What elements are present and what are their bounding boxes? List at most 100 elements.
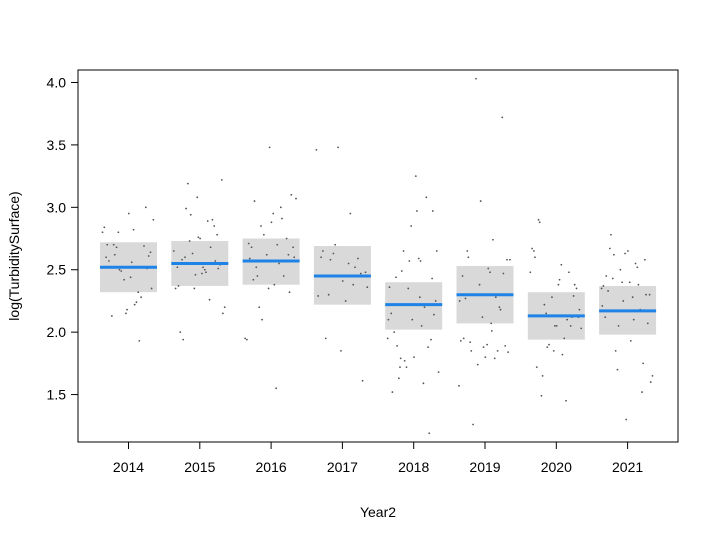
data-point xyxy=(459,339,462,342)
data-point xyxy=(223,306,226,309)
data-point xyxy=(489,271,491,274)
data-point xyxy=(270,221,273,224)
data-point xyxy=(199,237,202,240)
data-point xyxy=(281,217,283,220)
y-tick-label: 1.5 xyxy=(47,387,67,403)
data-point xyxy=(646,322,649,325)
data-point xyxy=(248,257,251,260)
data-point xyxy=(573,283,576,286)
data-point xyxy=(197,236,200,239)
data-point xyxy=(185,207,187,210)
data-point xyxy=(393,331,396,334)
data-point xyxy=(103,226,106,229)
data-point xyxy=(506,258,508,261)
data-point xyxy=(413,356,415,359)
data-point xyxy=(405,366,408,369)
data-point xyxy=(545,312,548,315)
data-point xyxy=(115,246,118,249)
data-point xyxy=(211,218,214,221)
data-point xyxy=(287,253,290,256)
data-point xyxy=(245,338,248,341)
data-point xyxy=(321,250,324,252)
data-point xyxy=(285,237,288,240)
data-point xyxy=(402,250,405,252)
data-point xyxy=(390,312,393,315)
data-point xyxy=(607,290,609,292)
data-point xyxy=(140,296,143,299)
data-point xyxy=(631,296,634,299)
data-point xyxy=(110,315,113,317)
data-point xyxy=(572,295,575,297)
data-point xyxy=(359,272,362,275)
data-point xyxy=(608,247,611,250)
data-point xyxy=(255,266,258,269)
data-point xyxy=(560,263,563,266)
data-point xyxy=(557,283,560,286)
data-point xyxy=(262,233,265,236)
data-point xyxy=(575,287,578,290)
x-tick-label: 2017 xyxy=(327,459,358,475)
data-point xyxy=(213,225,216,227)
data-point xyxy=(276,243,279,246)
data-point xyxy=(352,283,355,286)
data-point xyxy=(486,343,489,346)
data-point xyxy=(349,212,352,215)
data-point xyxy=(135,301,138,304)
data-point xyxy=(566,318,569,321)
data-point xyxy=(126,308,128,311)
data-point xyxy=(410,225,413,227)
data-point xyxy=(288,291,291,294)
data-point xyxy=(324,337,327,340)
data-point xyxy=(176,266,179,269)
data-point xyxy=(293,256,296,259)
data-point xyxy=(502,272,505,275)
data-point xyxy=(137,291,140,294)
data-point xyxy=(117,231,120,234)
data-point xyxy=(641,391,643,393)
data-point xyxy=(400,270,403,272)
data-point xyxy=(261,318,263,321)
data-point xyxy=(399,366,401,369)
data-point xyxy=(244,337,247,340)
data-point xyxy=(396,344,398,347)
data-point xyxy=(329,258,332,261)
y-tick-label: 3.0 xyxy=(47,199,67,215)
data-point xyxy=(461,275,464,277)
data-point xyxy=(152,218,155,221)
data-point xyxy=(105,256,107,259)
data-point xyxy=(149,251,152,254)
data-point xyxy=(214,260,217,262)
data-point xyxy=(619,268,622,271)
data-point xyxy=(278,262,280,265)
data-point xyxy=(494,296,497,299)
data-point xyxy=(129,276,132,279)
data-point xyxy=(112,243,115,246)
data-point xyxy=(150,287,153,290)
data-point xyxy=(617,325,620,327)
data-point xyxy=(292,246,294,249)
data-point xyxy=(189,213,192,216)
data-point xyxy=(428,432,431,435)
data-point xyxy=(403,359,406,362)
data-point xyxy=(632,318,635,321)
data-point xyxy=(418,296,421,299)
data-point xyxy=(344,300,347,302)
data-point xyxy=(625,418,628,421)
data-point xyxy=(387,318,390,321)
data-point xyxy=(476,363,479,366)
data-point xyxy=(174,287,177,290)
data-point xyxy=(193,287,196,290)
data-point xyxy=(508,258,511,261)
data-point xyxy=(260,225,262,227)
data-point xyxy=(391,391,394,393)
data-point xyxy=(366,286,369,289)
data-point xyxy=(651,374,654,377)
data-point xyxy=(636,266,639,269)
data-point xyxy=(290,193,293,196)
data-point xyxy=(644,258,646,261)
data-point xyxy=(206,220,209,222)
plot-frame xyxy=(77,69,679,443)
data-point xyxy=(265,253,268,256)
data-point xyxy=(645,293,647,296)
data-point xyxy=(397,377,400,380)
